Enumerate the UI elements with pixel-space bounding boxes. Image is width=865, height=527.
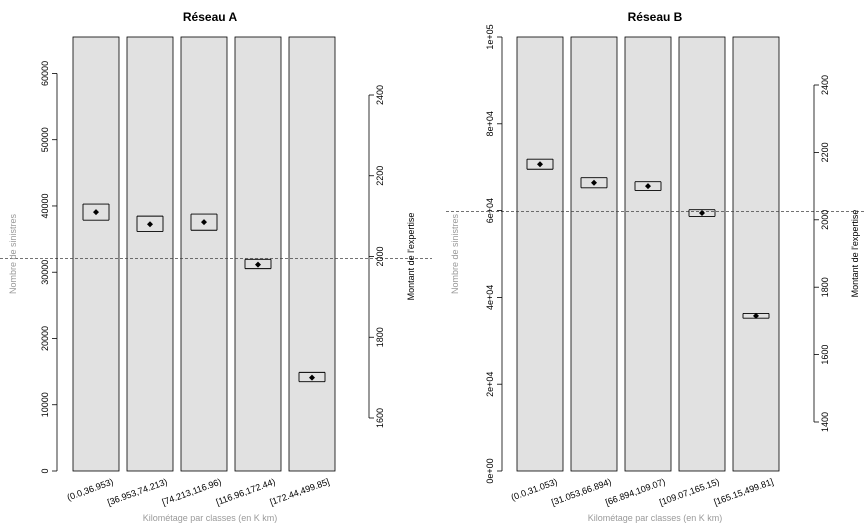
category-label: [116.96,172.44) — [215, 476, 277, 507]
bar — [126, 36, 174, 472]
y2-tick-label: 1600 — [820, 345, 830, 365]
chart-title: Réseau B — [628, 10, 683, 24]
y-tick-label: 60000 — [40, 61, 50, 86]
mean-point — [255, 261, 261, 268]
bar — [288, 36, 336, 472]
category-label: [66.894,109.07) — [604, 476, 667, 507]
y-axis-label: Nombre de sinistres — [8, 213, 18, 294]
y-tick-label: 4e+04 — [485, 285, 495, 310]
y2-tick-label: 2400 — [375, 85, 385, 105]
y-tick-label: 30000 — [40, 260, 50, 285]
y-axis-label: Nombre de sinistres — [450, 213, 460, 294]
y2-axis-label: Montant de l'expertise — [850, 210, 860, 298]
y-tick-label: 20000 — [40, 326, 50, 351]
mean-point — [309, 374, 315, 381]
bar — [732, 36, 780, 472]
y2-tick-label: 2000 — [820, 210, 830, 230]
category-label: [165.15,499.81] — [712, 476, 774, 507]
chart-title: Réseau A — [183, 10, 238, 24]
y-tick-label: 1e+05 — [485, 24, 495, 49]
y2-tick-label: 2200 — [375, 166, 385, 186]
mean-point — [201, 219, 207, 226]
x-axis-label: Kilométage par classes (en K km) — [143, 513, 278, 523]
y-tick-label: 8e+04 — [485, 111, 495, 136]
bar — [72, 36, 120, 472]
y2-tick-label: 1600 — [375, 408, 385, 428]
y-tick-label: 0 — [40, 468, 50, 473]
y-tick-label: 10000 — [40, 392, 50, 417]
category-label: [36.953,74.213) — [106, 476, 169, 507]
mean-point — [93, 209, 99, 216]
y-tick-label: 40000 — [40, 193, 50, 218]
y2-tick-label: 2200 — [820, 142, 830, 162]
y-tick-label: 0e+00 — [485, 458, 495, 483]
y-tick-label: 50000 — [40, 127, 50, 152]
category-label: [109.07,165.15) — [658, 476, 721, 507]
y2-tick-label: 2000 — [375, 246, 385, 266]
x-axis-label: Kilométage par classes (en K km) — [588, 513, 723, 523]
category-label: [74.213,116.96) — [161, 476, 223, 507]
y-tick-label: 6e+04 — [485, 198, 495, 223]
y-tick-label: 2e+04 — [485, 372, 495, 397]
mean-point — [537, 161, 543, 168]
bar — [516, 36, 564, 472]
mean-point — [753, 312, 759, 319]
mean-point — [699, 210, 705, 217]
bar — [234, 36, 282, 472]
y2-axis-label: Montant de l'expertise — [406, 213, 416, 301]
category-label: [31.053,66.894) — [550, 476, 613, 507]
panel-b: Réseau B 0e+00 2e+04 4e+04 6e+04 8e+04 1e+05 14… — [446, 10, 865, 523]
bar — [180, 36, 228, 472]
mean-point — [591, 179, 597, 186]
panel-a: Réseau A 0 10000 20000 30000 40000 50000 60000 1… — [0, 10, 432, 523]
bar — [678, 36, 726, 472]
mean-point — [645, 183, 651, 190]
y2-tick-label: 1800 — [375, 327, 385, 347]
bar — [624, 36, 672, 472]
y2-tick-label: 2400 — [820, 75, 830, 95]
bar — [570, 36, 618, 472]
y2-tick-label: 1800 — [820, 277, 830, 297]
y2-tick-label: 1400 — [820, 412, 830, 432]
mean-point — [147, 221, 153, 228]
category-label: [172.44,499.85] — [268, 476, 330, 507]
